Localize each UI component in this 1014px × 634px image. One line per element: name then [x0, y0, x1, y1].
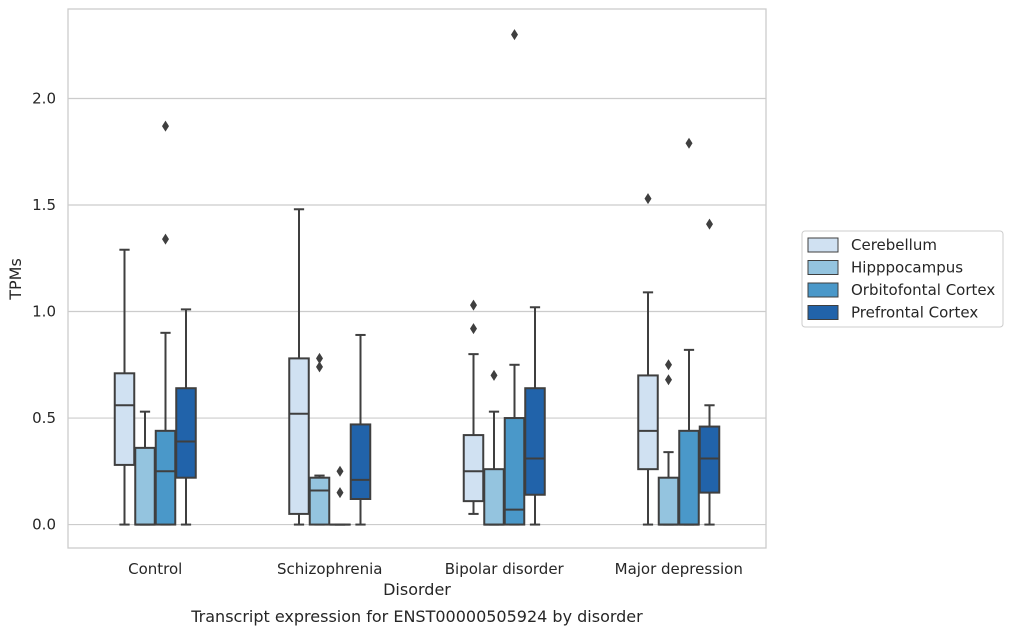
- box-cerebellum-control: [113, 248, 136, 526]
- legend-label: Hipppocampus: [851, 259, 963, 277]
- legend-label: Prefrontal Cortex: [851, 304, 978, 322]
- box-cerebellum-bipolar-disorder: [462, 299, 485, 515]
- y-tick-label: 0.0: [32, 516, 56, 534]
- box-prefrontal-cortex-bipolar-disorder: [524, 306, 546, 526]
- box-prefrontal-cortex-major-depression: [698, 218, 721, 526]
- box: [308, 476, 331, 526]
- outlier-point: [470, 299, 477, 311]
- outlier-point: [470, 323, 477, 335]
- outlier-point: [665, 374, 672, 386]
- box: [154, 429, 177, 526]
- outlier-point: [511, 29, 518, 41]
- box: [288, 357, 310, 515]
- outlier-point: [706, 218, 713, 230]
- x-axis-label: Disorder: [383, 580, 451, 599]
- y-tick-label: 1.5: [32, 196, 56, 214]
- y-tick-label: 0.5: [32, 409, 56, 427]
- x-tick-labels: Control Schizophrenia Bipolar disorder Majo…: [128, 560, 743, 578]
- outlier-point: [162, 233, 169, 245]
- box-orbitofontal-cortex-schizophrenia: [329, 465, 351, 526]
- outlier-point: [316, 352, 323, 364]
- box: [483, 468, 505, 526]
- outlier-point: [316, 361, 323, 373]
- outlier-point: [665, 359, 672, 371]
- x-tick-label: Schizophrenia: [277, 560, 382, 578]
- outlier-point: [336, 465, 344, 477]
- box-orbitofontal-cortex-bipolar-disorder: [503, 29, 526, 526]
- box: [134, 446, 156, 526]
- box-groups: [113, 29, 721, 526]
- x-tick-label: Major depression: [615, 560, 743, 578]
- chart-caption: Transcript expression for ENST0000050592…: [190, 607, 643, 626]
- y-tick-label: 2.0: [32, 89, 56, 107]
- y-tick-labels: 0.0 0.5 1.0 1.5 2.0: [32, 89, 56, 533]
- box-hipppocampus-bipolar-disorder: [483, 369, 505, 526]
- box: [637, 374, 659, 471]
- plot-frame: [67, 8, 767, 549]
- box-prefrontal-cortex-schizophrenia: [349, 333, 372, 526]
- y-axis-label: TPMs: [6, 258, 25, 301]
- outlier-point: [490, 369, 498, 381]
- legend-frame: [801, 230, 1004, 328]
- box: [175, 387, 197, 479]
- box-prefrontal-cortex-control: [175, 308, 197, 526]
- legend-label: Cerebellum: [851, 236, 937, 254]
- box: [113, 372, 136, 466]
- box-orbitofontal-cortex-major-depression: [678, 137, 700, 526]
- legend-swatch: [807, 305, 839, 320]
- box: [349, 423, 372, 500]
- outlier-point: [162, 120, 169, 132]
- box-orbitofontal-cortex-control: [154, 120, 177, 526]
- legend-swatch: [807, 237, 839, 253]
- box-cerebellum-schizophrenia: [288, 208, 310, 526]
- outlier-point: [644, 193, 652, 205]
- legend: Cerebellum Hipppocampus Orbitofontal Corte…: [801, 230, 1004, 328]
- box: [503, 417, 526, 526]
- box: [678, 429, 700, 526]
- outlier-point: [685, 137, 693, 149]
- box: [657, 476, 680, 526]
- box: [698, 425, 721, 494]
- box-hipppocampus-control: [134, 410, 156, 526]
- box-hipppocampus-major-depression: [657, 359, 680, 526]
- outlier-point: [336, 487, 344, 499]
- x-tick-label: Control: [128, 560, 182, 578]
- box: [462, 434, 485, 503]
- box-cerebellum-major-depression: [637, 193, 659, 526]
- legend-swatch: [807, 260, 839, 275]
- legend-swatch: [807, 282, 839, 298]
- box-hipppocampus-schizophrenia: [308, 352, 331, 526]
- box: [524, 387, 546, 496]
- x-tick-label: Bipolar disorder: [445, 560, 565, 578]
- legend-label: Orbitofontal Cortex: [851, 281, 995, 299]
- y-tick-label: 1.0: [32, 303, 56, 321]
